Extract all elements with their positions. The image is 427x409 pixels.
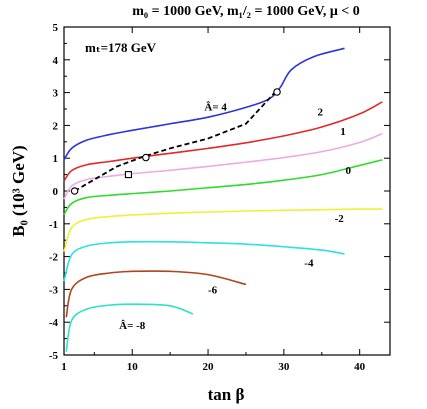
y-tick-label-1: -4 xyxy=(49,317,59,329)
series-line-0 xyxy=(63,47,345,161)
marker-group xyxy=(70,88,281,195)
marker-circle-0 xyxy=(70,187,79,195)
y-tick-label-7: 2 xyxy=(53,120,59,132)
series-line-6 xyxy=(65,270,247,318)
annotation-mt: mₜ=178 GeV xyxy=(85,40,157,55)
y-tick-label-9: 4 xyxy=(53,55,59,67)
series-dashed-line xyxy=(74,90,277,192)
series-line-7 xyxy=(65,303,194,352)
curve-label-2: 1 xyxy=(340,126,346,138)
y-tick-label-0: -5 xyxy=(49,350,59,362)
y-tick-label-8: 3 xyxy=(53,88,59,100)
curve-label-3: 0 xyxy=(346,165,352,177)
series-line-4 xyxy=(63,208,383,252)
y-tick-label-5: 0 xyxy=(53,186,59,198)
x-axis: 1 10 20 30 40 xyxy=(61,27,366,373)
marker-circle-1 xyxy=(142,153,150,162)
curve-label-group: Â= 4 2 1 0 -2 -4 -6 Â= -8 xyxy=(119,102,351,332)
series-line-2 xyxy=(63,132,383,200)
x-tick-label-0: 1 xyxy=(61,361,67,373)
series-line-3 xyxy=(63,159,383,216)
x-tick-label-1: 10 xyxy=(127,361,139,373)
series-group xyxy=(63,47,383,352)
marker-square-3 xyxy=(124,171,132,179)
curve-label-5: -4 xyxy=(304,257,314,269)
series-line-1 xyxy=(63,101,383,182)
plot-frame xyxy=(63,26,391,356)
curve-label-1: 2 xyxy=(318,107,324,119)
series-line-5 xyxy=(63,240,345,282)
curve-label-6: -6 xyxy=(208,284,218,296)
y-tick-label-10: 5 xyxy=(53,22,59,34)
x-tick-label-4: 40 xyxy=(354,361,366,373)
y-tick-label-3: -2 xyxy=(49,252,59,264)
x-axis-label: tan β xyxy=(208,385,245,404)
x-tick-label-3: 30 xyxy=(278,361,290,373)
curve-label-7: Â= -8 xyxy=(119,320,146,332)
curve-label-0: Â= 4 xyxy=(204,102,227,114)
y-axis-label: B₀ (10³ GeV) xyxy=(9,145,28,236)
y-tick-label-6: 1 xyxy=(53,153,59,165)
x-tick-label-2: 20 xyxy=(203,361,215,373)
y-axis: -5 -4 -3 -2 -1 0 1 2 3 4 5 xyxy=(49,22,390,362)
marker-circle-2 xyxy=(273,88,281,96)
chart-title: m₀ = 1000 GeV, m₁/₂ = 1000 GeV, μ < 0 xyxy=(132,4,360,19)
y-tick-label-4: -1 xyxy=(49,219,58,231)
y-tick-label-2: -3 xyxy=(49,284,59,296)
curve-label-4: -2 xyxy=(335,213,345,225)
